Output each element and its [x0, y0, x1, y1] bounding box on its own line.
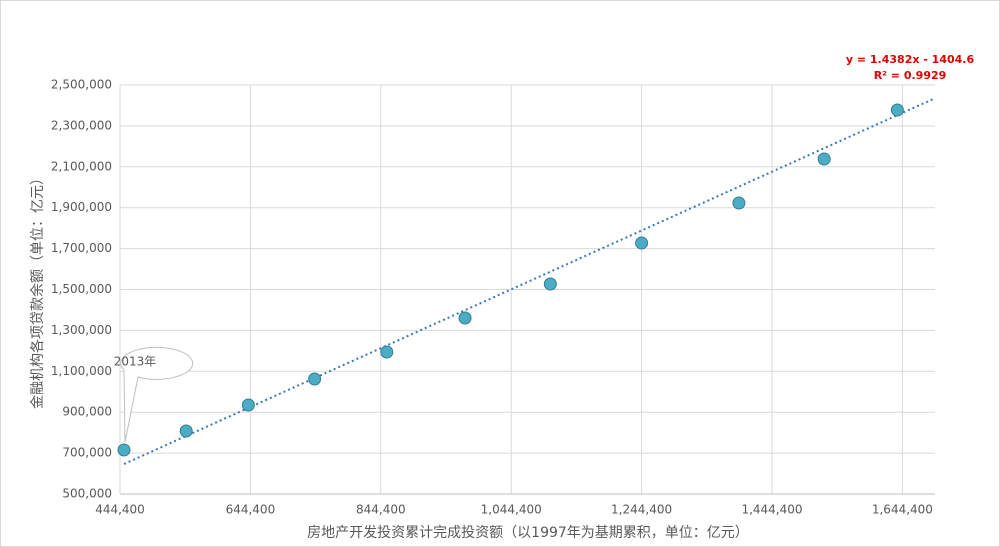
point	[732, 196, 746, 210]
point	[380, 345, 394, 359]
y-tick-label: 500,000	[62, 487, 112, 501]
y-tick-label: 1,700,000	[51, 241, 112, 255]
point	[458, 311, 472, 325]
y-tick-label: 2,100,000	[51, 159, 112, 173]
x-tick-label: 1,244,400	[611, 503, 672, 517]
x-tick-label: 1,044,400	[481, 503, 542, 517]
y-tick-label: 700,000	[62, 446, 112, 460]
x-tick-label: 1,444,400	[741, 503, 802, 517]
y-tick-label: 2,300,000	[51, 118, 112, 132]
y-tick-label: 1,900,000	[51, 200, 112, 214]
point	[117, 443, 131, 457]
point	[817, 152, 831, 166]
x-tick-label: 644,400	[226, 503, 276, 517]
x-axis-title: 房地产开发投资累计完成投资额（以1997年为基期累积，单位：亿元）	[307, 524, 749, 541]
trend-equation: y = 1.4382x - 1404.6	[846, 53, 975, 66]
y-tick-label: 1,500,000	[51, 282, 112, 296]
point	[179, 424, 193, 438]
trend-r2: R² = 0.9929	[874, 69, 947, 82]
y-tick-label: 1,300,000	[51, 323, 112, 337]
y-tick-label: 900,000	[62, 405, 112, 419]
x-tick-label: 444,400	[95, 503, 145, 517]
point	[543, 277, 557, 291]
trendline	[123, 97, 936, 465]
y-axis-title: 金融机构各项贷款余额（单位：亿元）	[29, 171, 46, 409]
point	[635, 236, 649, 250]
annotation: 2013年	[114, 355, 157, 369]
callout	[120, 346, 194, 443]
x-tick-label: 844,400	[356, 503, 406, 517]
point	[241, 398, 255, 412]
x-tick-label: 1,644,400	[872, 503, 933, 517]
y-tick-label: 2,500,000	[51, 78, 112, 92]
point	[308, 372, 322, 386]
y-tick-label: 1,100,000	[51, 364, 112, 378]
point	[890, 103, 904, 117]
